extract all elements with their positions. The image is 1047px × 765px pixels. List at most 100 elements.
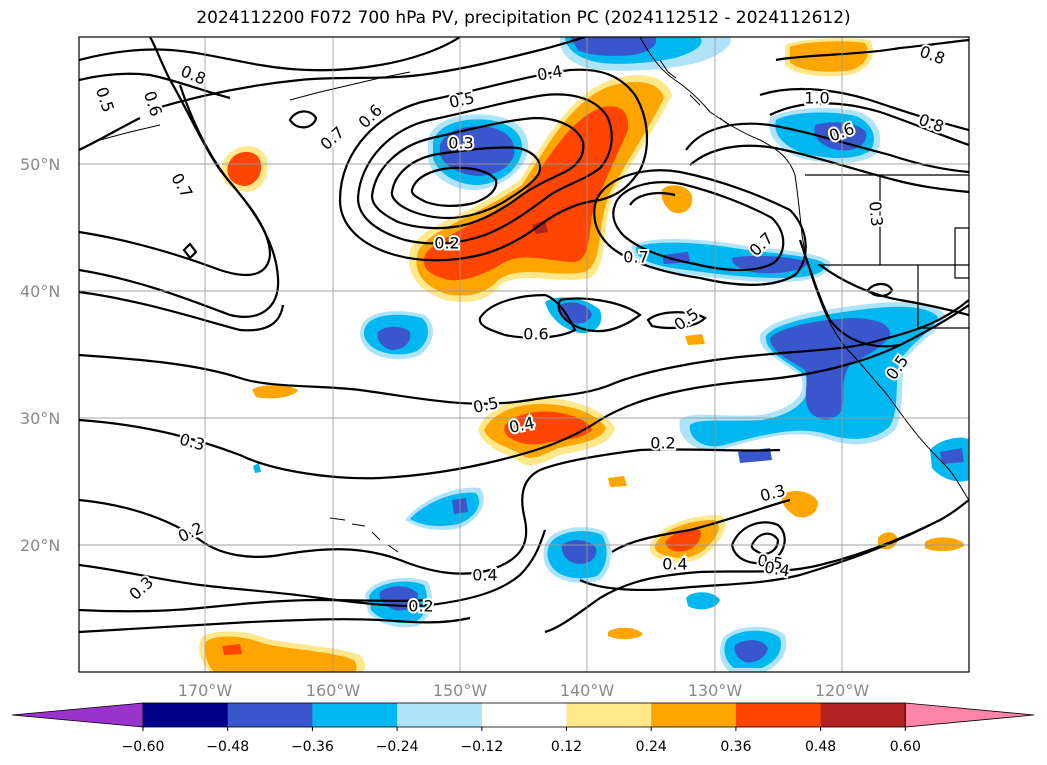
border: [954, 227, 969, 279]
pv-contour: [689, 144, 969, 194]
contour-label: 0.4: [472, 566, 497, 585]
contour-label: 0.2: [650, 434, 675, 453]
coastline: [659, 59, 731, 127]
pv-contour: [79, 299, 969, 405]
pv-contour: [759, 87, 969, 132]
precip-positive-band: [661, 185, 693, 214]
contour-label: 0.2: [408, 597, 433, 616]
pv-contour: [478, 293, 577, 339]
coastline: [99, 124, 161, 141]
lat-label: 40°N: [20, 282, 60, 301]
pv-contour: [866, 282, 894, 298]
precip-negative-band: [561, 540, 597, 564]
coastline: [289, 71, 411, 101]
lon-label: 170°W: [178, 681, 233, 700]
precip-positive-band: [252, 385, 298, 399]
colorbar-tick-label: −0.60: [122, 739, 165, 755]
contour-label: 0.7: [623, 248, 648, 267]
precip-positive-band: [608, 627, 643, 640]
colorbar-tick-label: 0.12: [551, 739, 582, 755]
pv-contour: [370, 116, 585, 230]
pv-contour: [79, 290, 285, 332]
contour-label: 1.0: [804, 89, 829, 108]
precip-negative-band: [570, 37, 657, 56]
colorbar-tick-label: 0.60: [890, 739, 921, 755]
colorbar-swatch: [227, 703, 313, 727]
pv-contour: [182, 242, 198, 260]
pv-contour: [79, 84, 280, 318]
colorbar-swatch: [566, 703, 652, 727]
lon-label: 120°W: [815, 681, 870, 700]
precip-negative-band: [738, 448, 772, 463]
pv-contour: [612, 181, 785, 272]
lon-label: 160°W: [306, 681, 361, 700]
colorbar-swatch: [481, 703, 567, 727]
contour-label: 0.4: [507, 413, 536, 437]
contour-label: 0.4: [662, 555, 687, 574]
pv-contour: [750, 532, 780, 555]
colorbar-tick-label: −0.36: [291, 739, 334, 755]
pv-contour: [646, 311, 707, 329]
pv-contour: [629, 191, 676, 206]
pv-contour: [356, 93, 613, 245]
pv-contour: [410, 166, 498, 207]
pv-contour: [288, 110, 318, 129]
precip-negative-band: [377, 326, 411, 350]
precip-positive-band: [685, 334, 705, 345]
pv-contour: [149, 37, 586, 112]
pv-contour: [79, 448, 781, 575]
pv-contour: [685, 122, 969, 174]
lon-label: 150°W: [433, 681, 488, 700]
precip-positive-band: [227, 151, 262, 186]
precip-negative-band: [814, 122, 867, 151]
pv-contour: [593, 169, 807, 286]
precip-positive-band: [222, 644, 242, 655]
precip-negative-band: [734, 640, 768, 663]
colorbar-tick-label: −0.48: [206, 739, 249, 755]
precip-positive-band: [925, 537, 965, 552]
pv-contour: [544, 499, 969, 634]
pv-contour: [79, 616, 471, 634]
precip-positive-band: [790, 41, 868, 72]
graticule: [79, 37, 969, 672]
contour-label: 0.6: [523, 325, 548, 344]
colorbar-tick-label: 0.48: [805, 739, 836, 755]
pv-contour: [769, 102, 969, 147]
pv-contour: [338, 68, 648, 262]
contour-label: 0.4: [763, 557, 791, 580]
pv-contour: [79, 598, 431, 613]
pv-contour: [390, 146, 542, 220]
precip-negative-band: [253, 463, 261, 473]
colorbar-extend-low: [11, 702, 144, 728]
border: [917, 265, 969, 329]
precip-positive-band: [205, 636, 357, 672]
lat-label: 50°N: [20, 155, 60, 174]
colorbar-tick-label: 0.24: [636, 739, 667, 755]
lat-label: 20°N: [20, 536, 60, 555]
colorbar-tick-label: −0.12: [460, 739, 503, 755]
pv-contour: [79, 117, 141, 151]
pv-contour: [79, 37, 461, 72]
colorbar-extend-high: [904, 702, 1035, 728]
colorbar-tick-label: −0.24: [376, 739, 419, 755]
contour-label: 0.3: [865, 200, 886, 227]
colorbar-swatch: [651, 703, 737, 727]
coastline: [329, 517, 399, 553]
pv-contour: [579, 524, 931, 591]
coastline-layer: [99, 37, 969, 553]
precip-negative-band: [686, 592, 720, 610]
map-frame: [78, 36, 970, 673]
pv-contour: [611, 498, 791, 553]
colorbar-frame: [142, 702, 906, 728]
pv-contour: [79, 304, 969, 480]
border-layer: [805, 174, 969, 329]
contour-label: 0.3: [448, 134, 473, 153]
contour-label: 0.2: [434, 234, 459, 253]
colorbar-swatch: [143, 703, 229, 727]
precip-positive-band: [665, 529, 701, 552]
longitude-labels: 170°W 160°W 150°W 140°W 130°W 120°W: [178, 681, 870, 700]
pv-contour: [819, 264, 969, 317]
precip-positive-band: [608, 476, 627, 487]
colorbar-swatch: [397, 703, 483, 727]
